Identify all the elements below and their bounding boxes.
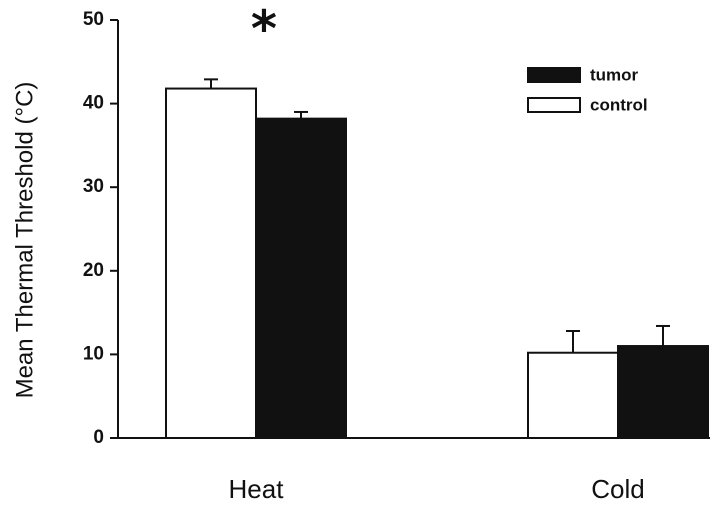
category-label-heat: Heat [229, 474, 285, 504]
category-labels: Heat Cold [229, 474, 645, 504]
legend-swatch-control [527, 97, 581, 113]
bar-control-heat [165, 87, 257, 439]
y-tick-label: 0 [93, 427, 104, 448]
bar-tumor-heat [255, 117, 347, 439]
y-tick-label: 20 [83, 260, 104, 281]
legend-label-control: control [590, 95, 648, 114]
y-axis-label: Mean Thermal Threshold (°C) [11, 82, 38, 399]
bar-tumor-cold [617, 345, 709, 440]
y-tick-label: 10 [83, 343, 104, 364]
bars [165, 78, 709, 440]
legend-swatch-tumor [527, 67, 581, 83]
y-tick-label: 40 [83, 93, 104, 114]
y-tick-label: 30 [83, 176, 104, 197]
legend: tumor control [527, 65, 648, 114]
y-tick-label: 50 [83, 9, 104, 30]
significance-star: * [251, 0, 277, 58]
bar-control-cold [527, 351, 619, 439]
legend-label-tumor: tumor [590, 65, 639, 84]
y-ticks: 0 10 20 30 40 50 [83, 9, 118, 448]
category-label-cold: Cold [591, 474, 644, 504]
